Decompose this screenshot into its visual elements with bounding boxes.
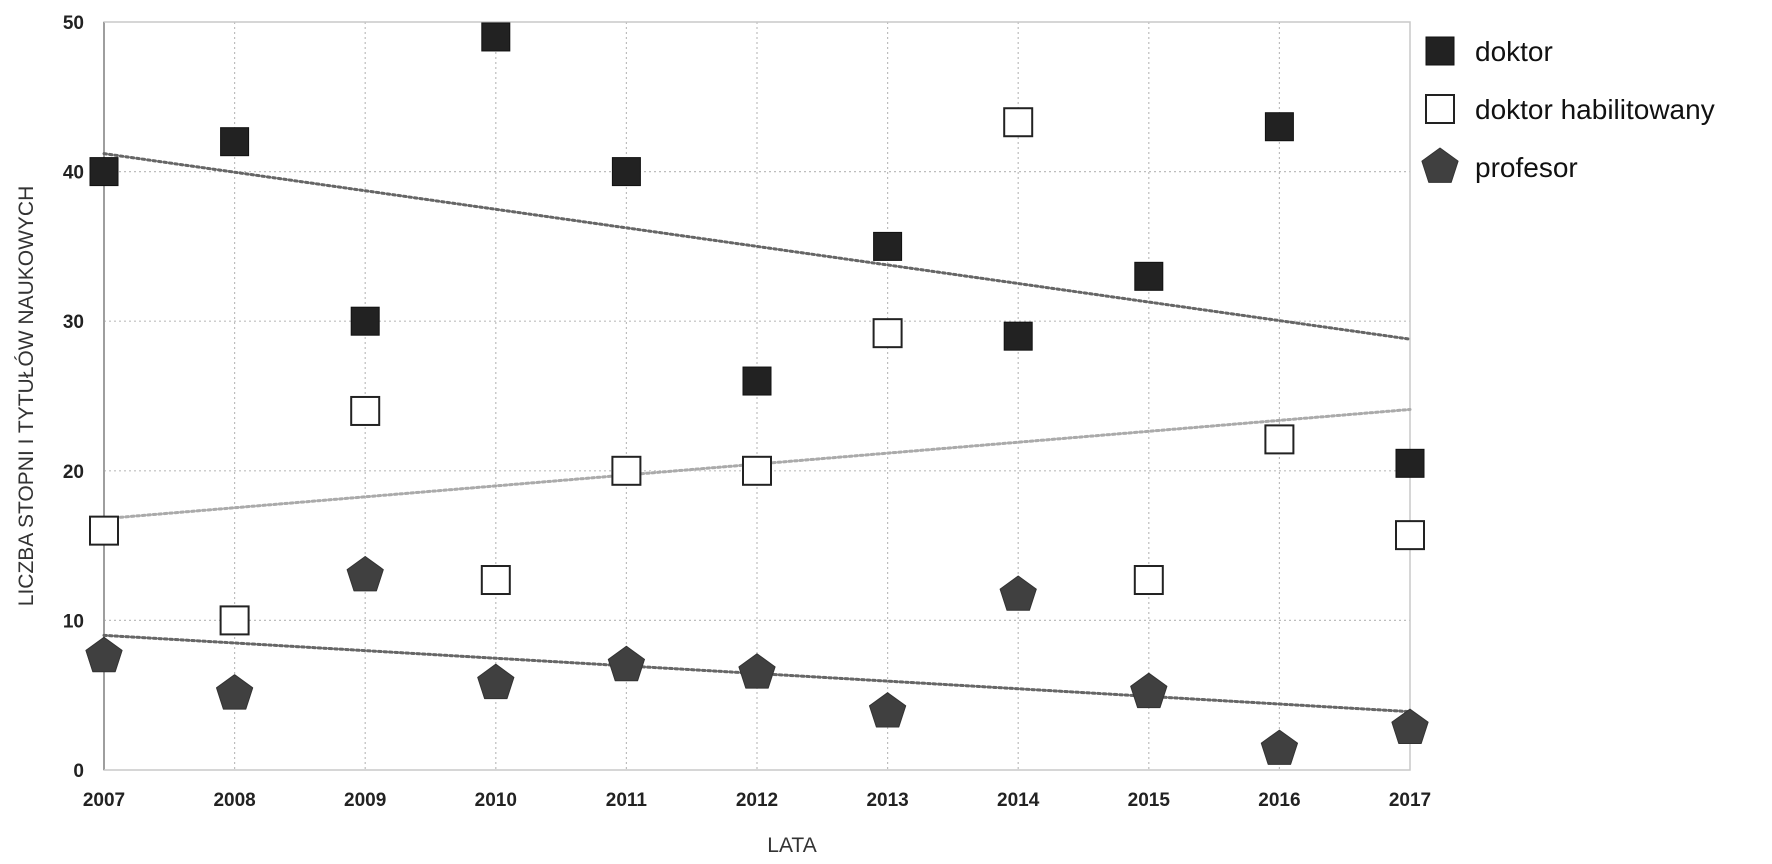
point-series-1 [1133, 565, 1164, 596]
point-series-1 [742, 455, 772, 486]
point-series-2 [216, 674, 254, 710]
y-tick-label: 0 [73, 761, 84, 782]
point-series-2 [346, 556, 384, 592]
x-tick-label: 2015 [1128, 790, 1171, 811]
point-series-1 [219, 605, 250, 636]
data-points [85, 22, 1429, 765]
point-series-2 [607, 645, 645, 682]
point-series-2 [85, 636, 123, 673]
point-series-0 [873, 231, 903, 261]
point-series-0 [350, 306, 380, 336]
legend-marker [1421, 147, 1459, 183]
x-tick-label: 2012 [736, 790, 778, 811]
point-series-1 [480, 565, 511, 596]
tick-labels: 0 10 20 30 40 50 2007 2008 2009 2010 2011 2012 2013 2… [63, 13, 1431, 811]
legend-label: doktor [1475, 36, 1553, 67]
point-series-1 [350, 395, 381, 426]
point-series-0 [1134, 261, 1164, 291]
y-tick-label: 30 [63, 312, 84, 333]
x-tick-label: 2008 [213, 790, 255, 811]
point-series-1 [1003, 107, 1034, 138]
point-series-0 [1003, 321, 1033, 351]
point-series-2 [1391, 708, 1429, 744]
y-tick-label: 20 [63, 462, 84, 483]
x-tick-label: 2016 [1258, 790, 1300, 811]
x-tick-label: 2010 [475, 790, 517, 811]
x-axis-title: LATA [767, 834, 816, 857]
legend-label: doktor habilitowany [1475, 94, 1715, 125]
point-series-0 [220, 127, 250, 157]
y-tick-label: 50 [63, 13, 84, 34]
point-series-0 [611, 157, 641, 187]
point-series-0 [1264, 112, 1294, 142]
legend-marker [1425, 36, 1455, 66]
point-series-2 [999, 575, 1037, 611]
point-series-1 [611, 455, 642, 486]
x-tick-label: 2011 [606, 790, 648, 811]
y-tick-label: 40 [63, 163, 84, 184]
point-series-0 [742, 366, 772, 396]
point-series-1 [1395, 520, 1425, 551]
point-series-0 [89, 157, 119, 187]
point-series-2 [1130, 672, 1168, 709]
y-axis-title: LICZBA STOPNI I TYTUŁÓW NAUKOWYCH [15, 186, 38, 606]
point-series-1 [872, 318, 903, 349]
point-series-2 [477, 663, 515, 700]
legend-marker [1425, 94, 1455, 124]
point-series-1 [1264, 424, 1295, 455]
point-series-2 [738, 653, 776, 689]
plot-frame [103, 21, 1411, 771]
y-tick-label: 10 [63, 611, 84, 632]
point-series-0 [481, 22, 511, 52]
x-tick-label: 2013 [866, 790, 908, 811]
point-series-0 [1395, 448, 1425, 478]
legend: doktor doktor habilitowany profesor [1421, 36, 1715, 183]
x-tick-label: 2017 [1389, 790, 1431, 811]
x-tick-label: 2009 [344, 790, 386, 811]
x-tick-label: 2007 [83, 790, 125, 811]
point-series-1 [89, 515, 119, 546]
point-series-2 [869, 692, 907, 728]
legend-label: profesor [1475, 152, 1578, 183]
x-tick-label: 2014 [997, 790, 1040, 811]
trendline-series-0 [102, 152, 1412, 341]
point-series-2 [1260, 729, 1298, 765]
